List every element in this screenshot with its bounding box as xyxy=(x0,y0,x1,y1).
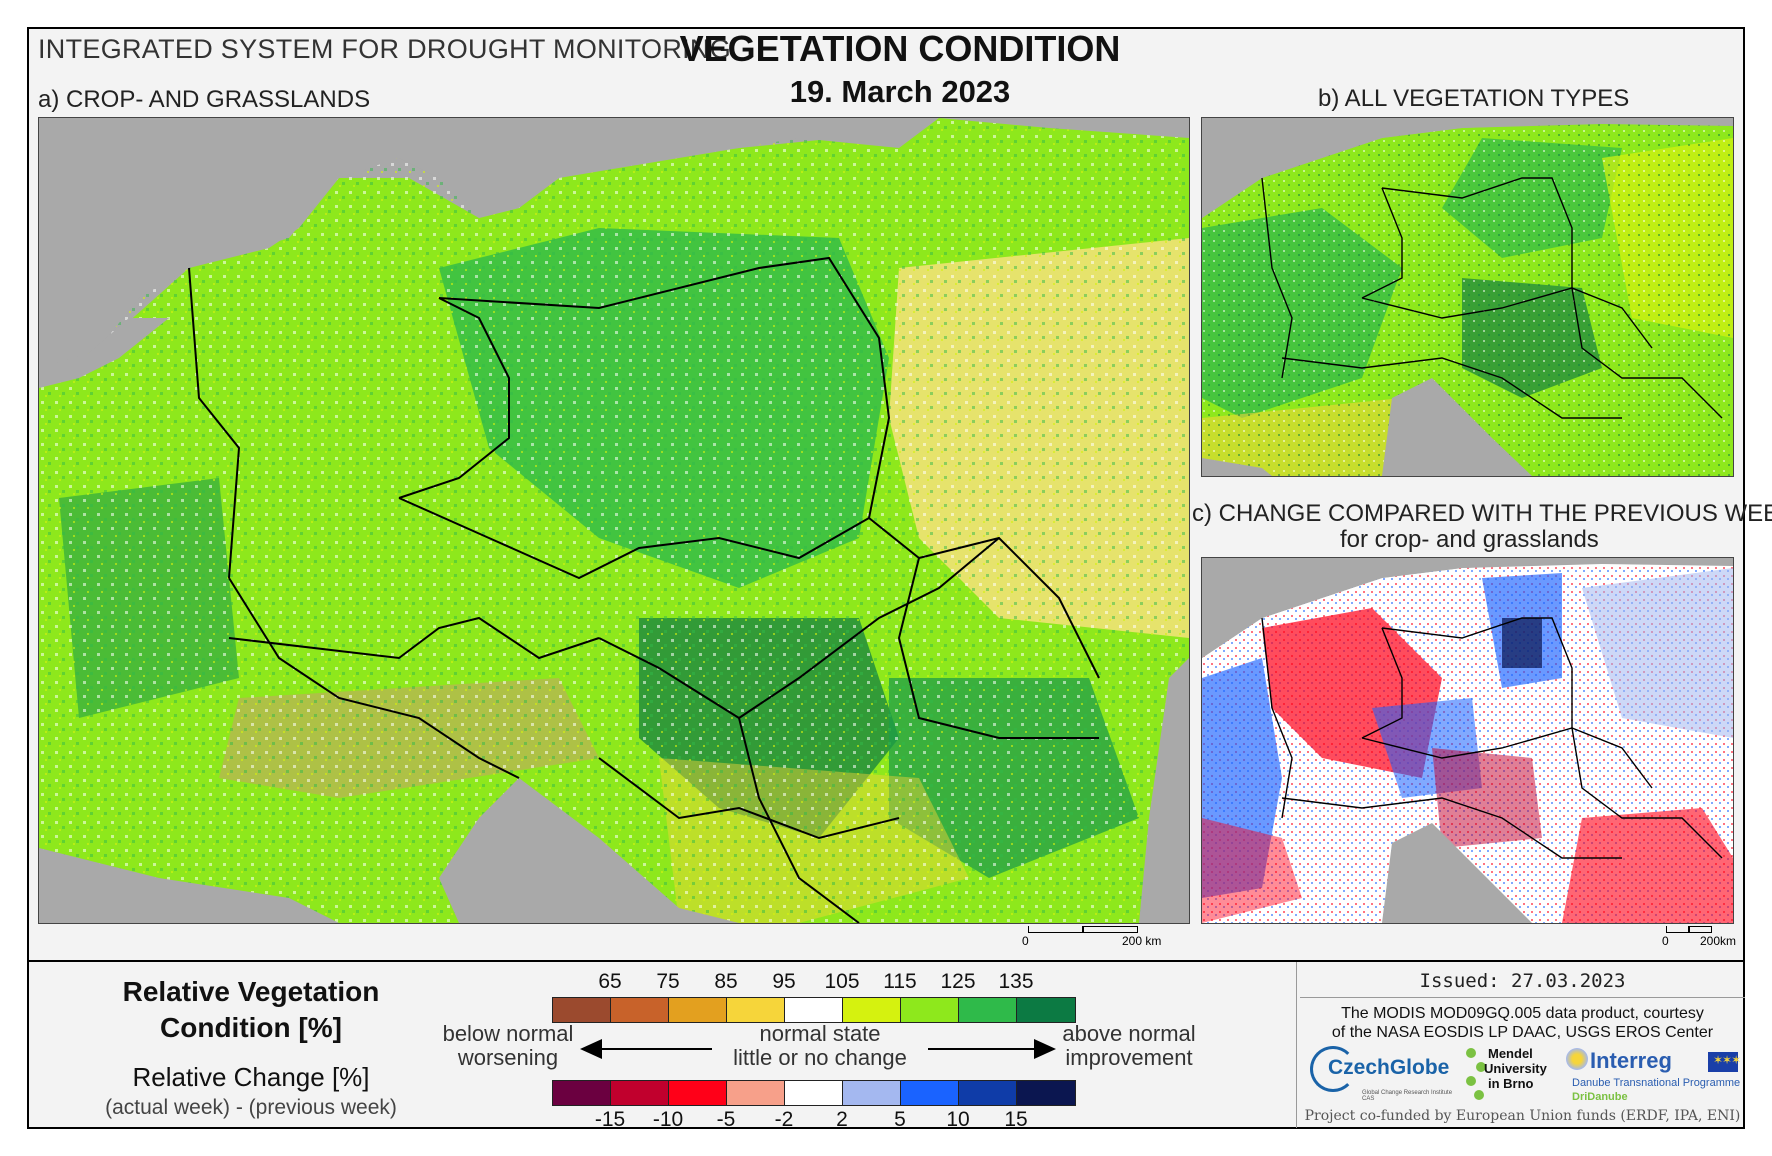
condition-swatch xyxy=(669,998,727,1022)
condition-tick-label: 75 xyxy=(656,970,680,993)
eu-flag-icon: ✶✶✶ xyxy=(1708,1052,1741,1072)
arrow-right-line xyxy=(928,1048,1038,1050)
change-swatch xyxy=(901,1081,959,1105)
interreg-logo: Interreg ✶✶✶ Danube Transnational Progra… xyxy=(1564,1044,1742,1108)
issued-separator xyxy=(1300,997,1745,998)
condition-tick-label: 135 xyxy=(998,970,1034,993)
legend-below-normal: below normal xyxy=(442,1021,574,1046)
map-a-svg xyxy=(39,118,1189,923)
arrow-left-icon xyxy=(580,1039,602,1059)
interreg-subtitle: Danube Transnational Programme xyxy=(1572,1077,1741,1089)
panel-b-label: b) ALL VEGETATION TYPES xyxy=(1318,85,1630,112)
arrow-left-line xyxy=(600,1048,712,1050)
condition-swatch xyxy=(843,998,901,1022)
map-b-svg xyxy=(1202,118,1733,476)
credits-separator xyxy=(1296,962,1297,1128)
map-all-vegetation xyxy=(1201,117,1734,477)
rvc-title-line1: Relative Vegetation xyxy=(122,976,380,1007)
mendel-line2: University xyxy=(1484,1061,1547,1076)
change-tick-label: -5 xyxy=(716,1108,736,1131)
mendel-dot-2 xyxy=(1476,1062,1486,1072)
dridanube-name: DriDanube xyxy=(1572,1091,1628,1103)
map-c-svg xyxy=(1202,558,1733,923)
change-colorbar xyxy=(552,1080,1076,1106)
change-swatch xyxy=(1017,1081,1075,1105)
rc-title: Relative Change [%] xyxy=(132,1062,370,1092)
condition-tick-label: 105 xyxy=(824,970,860,993)
condition-tick-label: 85 xyxy=(714,970,738,993)
legend-worsening: worsening xyxy=(457,1045,559,1070)
rvc-title-line2: Condition [%] xyxy=(160,1012,342,1043)
change-swatch xyxy=(553,1081,611,1105)
scale-bar-a: 0 200 km xyxy=(1022,926,1162,948)
change-swatch xyxy=(959,1081,1017,1105)
condition-swatch xyxy=(785,998,843,1022)
condition-swatch xyxy=(1017,998,1075,1022)
source-line1: The MODIS MOD09GQ.005 data product, cour… xyxy=(1341,1005,1704,1022)
scale-bar-a-seg2 xyxy=(1082,926,1138,933)
panel-a-label: a) CROP- AND GRASSLANDS xyxy=(38,86,371,113)
legend-normal-state: normal state xyxy=(759,1021,881,1046)
map-crop-grasslands xyxy=(38,117,1190,924)
condition-tick-label: 115 xyxy=(883,970,917,993)
condition-swatch xyxy=(553,998,611,1022)
change-tick-label: 2 xyxy=(836,1108,848,1131)
arrow-right-icon xyxy=(1034,1039,1056,1059)
issued-date: Issued: 27.03.2023 xyxy=(1419,970,1626,992)
funding-note: Project co-funded by European Union fund… xyxy=(1304,1108,1741,1124)
change-swatch xyxy=(843,1081,901,1105)
legend-above-normal: above normal xyxy=(1062,1021,1196,1046)
scale-c-km: 200km xyxy=(1700,934,1737,948)
mendel-logo: Mendel University in Brno xyxy=(1462,1046,1562,1106)
change-swatch xyxy=(727,1081,785,1105)
czechglobe-name: CzechGlobe xyxy=(1328,1056,1450,1079)
change-swatch xyxy=(611,1081,669,1105)
map-weekly-change xyxy=(1201,557,1734,924)
condition-colorbar xyxy=(552,997,1076,1023)
page-title: VEGETATION CONDITION xyxy=(679,28,1121,69)
change-tick-label: -10 xyxy=(652,1108,684,1131)
condition-swatch xyxy=(611,998,669,1022)
legend-improvement: improvement xyxy=(1065,1045,1193,1070)
scale-bar-a-seg1 xyxy=(1028,926,1084,933)
condition-swatch xyxy=(901,998,959,1022)
mendel-line3: in Brno xyxy=(1488,1076,1534,1091)
change-tick-label: -2 xyxy=(774,1108,794,1131)
legend-little-change: little or no change xyxy=(733,1045,907,1070)
globe-arc-icon xyxy=(1310,1046,1356,1092)
mendel-dot-1 xyxy=(1466,1048,1476,1058)
change-tick-label: 10 xyxy=(946,1108,970,1131)
panel-c-label: c) CHANGE COMPARED WITH THE PREVIOUS WEE… xyxy=(1192,500,1772,527)
source-line2: of the NASA EOSDIS LP DAAC, USGS EROS Ce… xyxy=(1331,1024,1714,1041)
scale-c-zero: 0 xyxy=(1662,934,1669,948)
scale-a-km: 200 km xyxy=(1122,934,1162,948)
interreg-name: Interreg xyxy=(1590,1048,1672,1073)
scale-a-zero: 0 xyxy=(1022,934,1029,948)
change-swatch xyxy=(669,1081,727,1105)
change-tick-label: -15 xyxy=(594,1108,626,1131)
rc-subtitle: (actual week) - (previous week) xyxy=(105,1096,397,1119)
condition-tick-label: 95 xyxy=(772,970,796,993)
scale-bar-c-seg2 xyxy=(1688,926,1712,933)
change-swatch xyxy=(785,1081,843,1105)
czechglobe-subtitle: Global Change Research Institute CAS xyxy=(1362,1090,1453,1102)
condition-tick-label: 125 xyxy=(940,970,976,993)
panel-c-sublabel: for crop- and grasslands xyxy=(1340,526,1599,553)
change-tick-label: 15 xyxy=(1004,1108,1028,1131)
condition-swatch xyxy=(959,998,1017,1022)
condition-swatch xyxy=(727,998,785,1022)
change-tick-label: 5 xyxy=(894,1108,906,1131)
scale-bar-c: 0 200km xyxy=(1662,926,1752,948)
system-name: INTEGRATED SYSTEM FOR DROUGHT MONITORING xyxy=(38,34,732,64)
condition-tick-label: 65 xyxy=(598,970,622,993)
mendel-dot-3 xyxy=(1466,1076,1476,1086)
scale-bar-c-seg1 xyxy=(1666,926,1690,933)
map-date: 19. March 2023 xyxy=(789,74,1011,109)
mendel-line1: Mendel xyxy=(1488,1046,1533,1061)
legend-separator xyxy=(27,960,1745,962)
mendel-dot-4 xyxy=(1474,1090,1484,1100)
czechglobe-logo: CzechGlobe Global Change Research Instit… xyxy=(1310,1044,1460,1106)
interreg-burst-icon xyxy=(1566,1048,1588,1070)
